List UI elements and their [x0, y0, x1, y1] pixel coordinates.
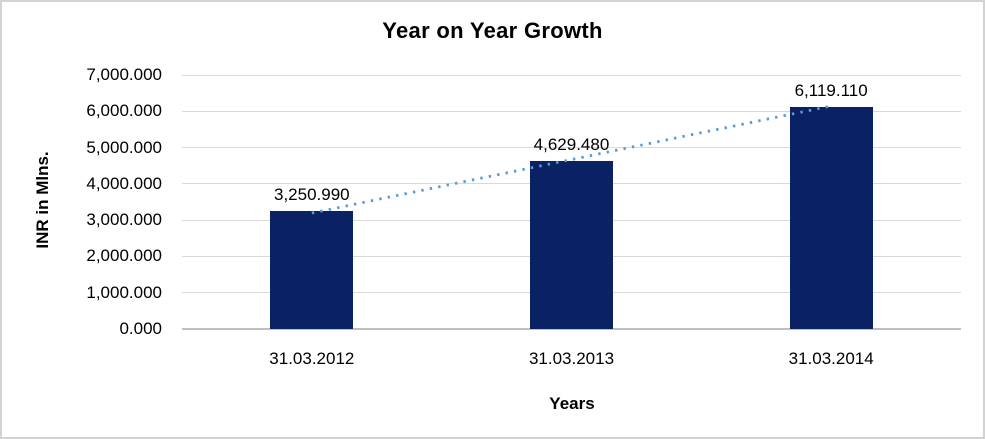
bar-value-label: 6,119.110: [794, 80, 868, 100]
x-tick-label: 31.03.2013: [528, 349, 615, 368]
y-tick-label: 5,000.000: [86, 137, 162, 157]
x-axis-title: Years: [549, 394, 595, 413]
y-tick-label: 0.000: [119, 319, 162, 338]
x-axis-line: [182, 328, 961, 330]
y-tick-label: 1,000.000: [86, 282, 162, 302]
y-tick-label: 6,000.000: [86, 101, 162, 121]
x-tick-label: 31.03.2014: [788, 349, 874, 368]
bar: [789, 106, 873, 329]
bar: [530, 161, 613, 329]
bar-value-label: 4,629.480: [533, 135, 610, 155]
bar: [270, 211, 354, 329]
y-tick-label: 7,000.000: [86, 65, 162, 84]
chart-title: Year on Year Growth: [382, 18, 603, 43]
y-tick-label: 3,000.000: [86, 210, 162, 230]
y-axis-title: INR in Mlns.: [33, 151, 52, 249]
gridline: [182, 74, 961, 76]
y-tick-label: 2,000.000: [86, 246, 162, 266]
bar-value-label: 3,250.990: [274, 185, 350, 205]
y-tick-label: 4,000.000: [86, 173, 162, 193]
x-tick-label: 31.03.2012: [269, 349, 355, 368]
